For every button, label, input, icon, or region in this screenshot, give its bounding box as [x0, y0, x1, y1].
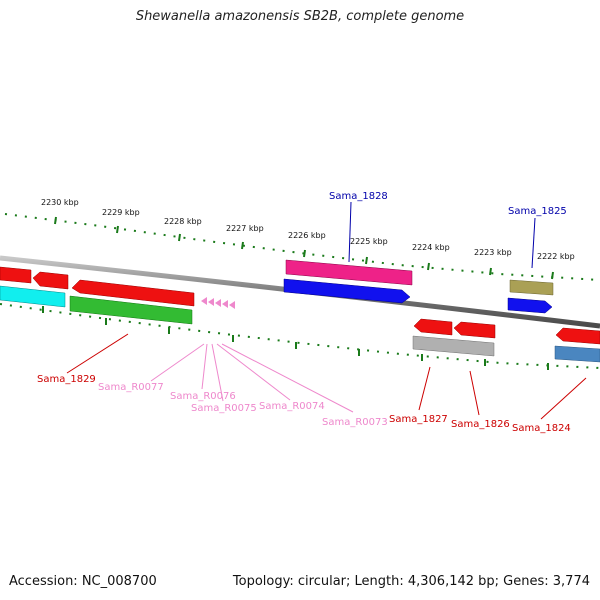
- gene-red-arrow: [453, 321, 496, 339]
- scale-label: 2227 kbp: [226, 224, 264, 233]
- rna-arrow: [222, 300, 228, 308]
- gene-label: Sama_1828: [329, 191, 388, 202]
- inner-tick-arc: [0, 303, 600, 370]
- reverse-genes: [0, 285, 600, 363]
- gene-label: Sama_1829: [37, 374, 96, 385]
- scale-labels: 2230 kbp 2229 kbp 2228 kbp 2227 kbp 2226…: [41, 198, 575, 261]
- gene-cyan: [0, 285, 66, 308]
- gene-sama-1828: [285, 259, 413, 286]
- gene-blue-arrow: [507, 297, 553, 314]
- forward-genes: [0, 259, 554, 314]
- scale-label: 2229 kbp: [102, 208, 140, 217]
- rna-arrow: [201, 297, 207, 305]
- major-ticks-bottom: [42, 306, 549, 370]
- rna-arrow: [215, 299, 221, 307]
- gene-red-arrow: [0, 266, 32, 284]
- gene-green: [69, 295, 193, 325]
- gene-red-arrow: [32, 271, 69, 290]
- rna-arrow: [229, 301, 235, 309]
- scale-label: 2223 kbp: [474, 248, 512, 257]
- gene-label: Sama_1825: [508, 206, 567, 217]
- gene-red-arrow: [555, 327, 600, 345]
- gene-label: Sama_1827: [389, 414, 448, 425]
- gene-label: Sama_R0074: [259, 401, 325, 412]
- scale-label: 2225 kbp: [350, 237, 388, 246]
- accession-text: Accession: NC_008700: [9, 574, 157, 589]
- scale-label: 2228 kbp: [164, 217, 202, 226]
- gene-label: Sama_1824: [512, 423, 571, 434]
- label-leaders: [66, 201, 587, 420]
- scale-label: 2226 kbp: [288, 231, 326, 240]
- gene-label: Sama_R0077: [98, 382, 164, 393]
- gene-sama-1825: [509, 279, 554, 296]
- gene-red-arrow: [413, 318, 453, 336]
- gene-label: Sama_R0075: [191, 403, 257, 414]
- scale-label: 2222 kbp: [537, 252, 575, 261]
- rna-genes-pink: [201, 297, 235, 309]
- gene-blue-arrow: [283, 278, 411, 304]
- gene-label: Sama_R0073: [322, 417, 388, 428]
- page-title: Shewanella amazonensis SB2B, complete ge…: [135, 9, 465, 24]
- major-ticks-top: [54, 216, 554, 280]
- gene-red-arrow: [71, 279, 195, 307]
- scale-label: 2230 kbp: [41, 198, 79, 207]
- gene-label: Sama_1826: [451, 419, 510, 430]
- gene-label-group: Sama_1828 Sama_1825 Sama_1829 Sama_R0077…: [37, 191, 571, 434]
- outer-tick-arc: [4, 213, 600, 281]
- gene-label: Sama_R0076: [170, 391, 236, 402]
- gene-steel: [554, 345, 600, 363]
- scale-label: 2224 kbp: [412, 243, 450, 252]
- gene-gray: [412, 335, 495, 357]
- genome-summary-text: Topology: circular; Length: 4,306,142 bp…: [232, 574, 590, 589]
- rna-arrow: [208, 298, 214, 306]
